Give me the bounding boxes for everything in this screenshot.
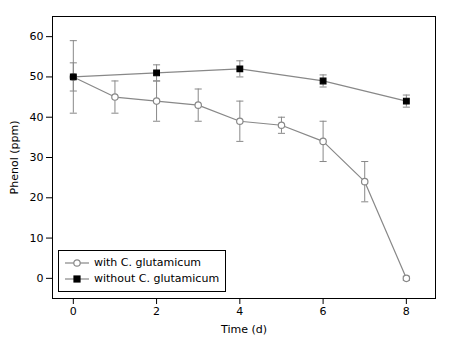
svg-text:0: 0	[37, 272, 44, 285]
svg-text:20: 20	[30, 191, 44, 204]
svg-text:4: 4	[236, 305, 243, 318]
svg-text:6: 6	[320, 305, 327, 318]
svg-text:30: 30	[30, 151, 44, 164]
svg-text:8: 8	[403, 305, 410, 318]
svg-text:2: 2	[153, 305, 160, 318]
svg-text:50: 50	[30, 70, 44, 83]
svg-text:Phenol (ppm): Phenol (ppm)	[8, 121, 21, 195]
html-text:with C. glutamicum: with C. glutamicum	[94, 256, 202, 269]
svg-text:Time (d): Time (d)	[220, 323, 267, 336]
svg-text:60: 60	[30, 30, 44, 43]
svg-text:10: 10	[30, 232, 44, 245]
svg-text:0: 0	[70, 305, 77, 318]
html-text:without C. glutamicum: without C. glutamicum	[94, 272, 220, 285]
svg-text:40: 40	[30, 111, 44, 124]
